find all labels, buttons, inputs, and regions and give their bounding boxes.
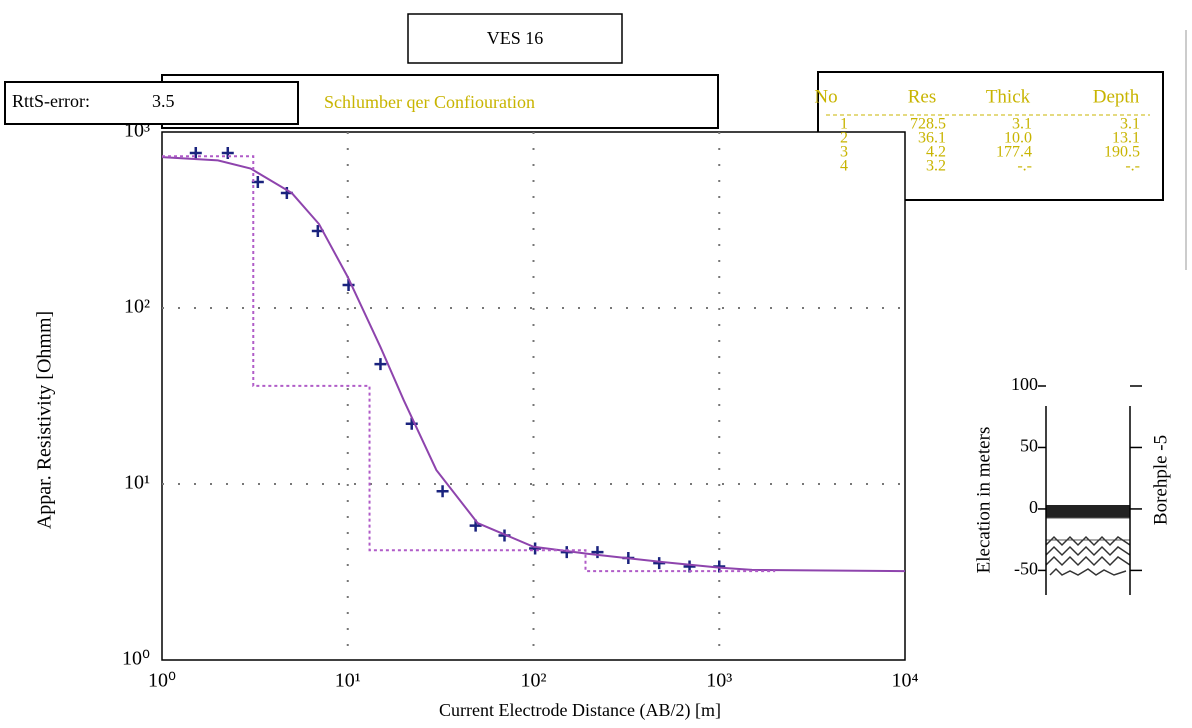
y-tick-label: 10²: [124, 296, 150, 318]
table-cell: 10.0: [1004, 130, 1032, 147]
data-point: [221, 146, 234, 159]
borehole-layer: [1046, 505, 1130, 518]
title-box: [407, 13, 623, 64]
borehole-log: [1045, 505, 1131, 576]
x-tick-label: 10⁰: [148, 670, 176, 692]
table-header: No: [814, 86, 837, 107]
borehole-tick-label: 50: [1020, 436, 1038, 456]
error-label: RttS-error:: [12, 91, 90, 111]
data-point: [591, 546, 604, 559]
table-cell: 3: [840, 144, 848, 161]
data-point: [529, 542, 542, 555]
chart-subtitle: Schlumber qer Confiouration: [324, 92, 535, 112]
error-value: 3.5: [152, 91, 175, 111]
x-tick-label: 10³: [706, 670, 732, 692]
error-box: [4, 81, 299, 125]
table-cell: 2: [840, 130, 848, 147]
table-cell: 3.1: [1120, 116, 1140, 133]
borehole-y-label: Elecation in meters: [973, 427, 994, 574]
x-tick-label: 10⁴: [892, 670, 919, 692]
curve: [161, 156, 906, 573]
table-cell: 1: [840, 116, 848, 133]
chart-title: VES 16: [487, 28, 544, 48]
table-cell: 190.5: [1104, 144, 1140, 161]
y-axis-label: Appar. Resistivity [Ohmm]: [34, 311, 56, 529]
borehole-title: Borehple -5: [1150, 435, 1171, 525]
plot-area: [161, 131, 906, 661]
x-tick-label: 10¹: [335, 670, 361, 692]
table-header: Thick: [986, 86, 1031, 107]
borehole-tick-label: 0: [1029, 497, 1038, 517]
table-cell: 3.2: [926, 158, 946, 175]
data-point: [189, 146, 202, 159]
table-header: Res: [908, 86, 937, 107]
table-cell: 177.4: [996, 144, 1032, 161]
table-cell: 13.1: [1112, 130, 1140, 147]
table-cell: -.-: [1017, 158, 1032, 175]
table-cell: 4.2: [926, 144, 946, 161]
table-header: Depth: [1093, 86, 1140, 107]
y-tick-label: 10⁰: [122, 648, 150, 670]
x-tick-label: 10²: [521, 670, 547, 692]
table-cell: 728.5: [910, 116, 946, 133]
y-tick-label: 10¹: [124, 472, 150, 494]
data-point: [251, 175, 264, 188]
curve: [162, 155, 776, 573]
borehole-tick-label: -50: [1014, 559, 1038, 579]
borehole-layer: [1045, 535, 1131, 576]
data-point: [436, 485, 449, 498]
data-point: [374, 358, 387, 371]
table-cell: -.-: [1125, 158, 1140, 175]
borehole-tick-label: 100: [1011, 374, 1038, 394]
table-cell: 3.1: [1012, 116, 1032, 133]
x-axis-label: Current Electrode Distance (AB/2) [m]: [439, 700, 721, 721]
y-tick-label: 10³: [124, 120, 150, 142]
table-cell: 36.1: [918, 130, 946, 147]
table-cell: 4: [840, 158, 848, 175]
data-point: [653, 557, 666, 570]
